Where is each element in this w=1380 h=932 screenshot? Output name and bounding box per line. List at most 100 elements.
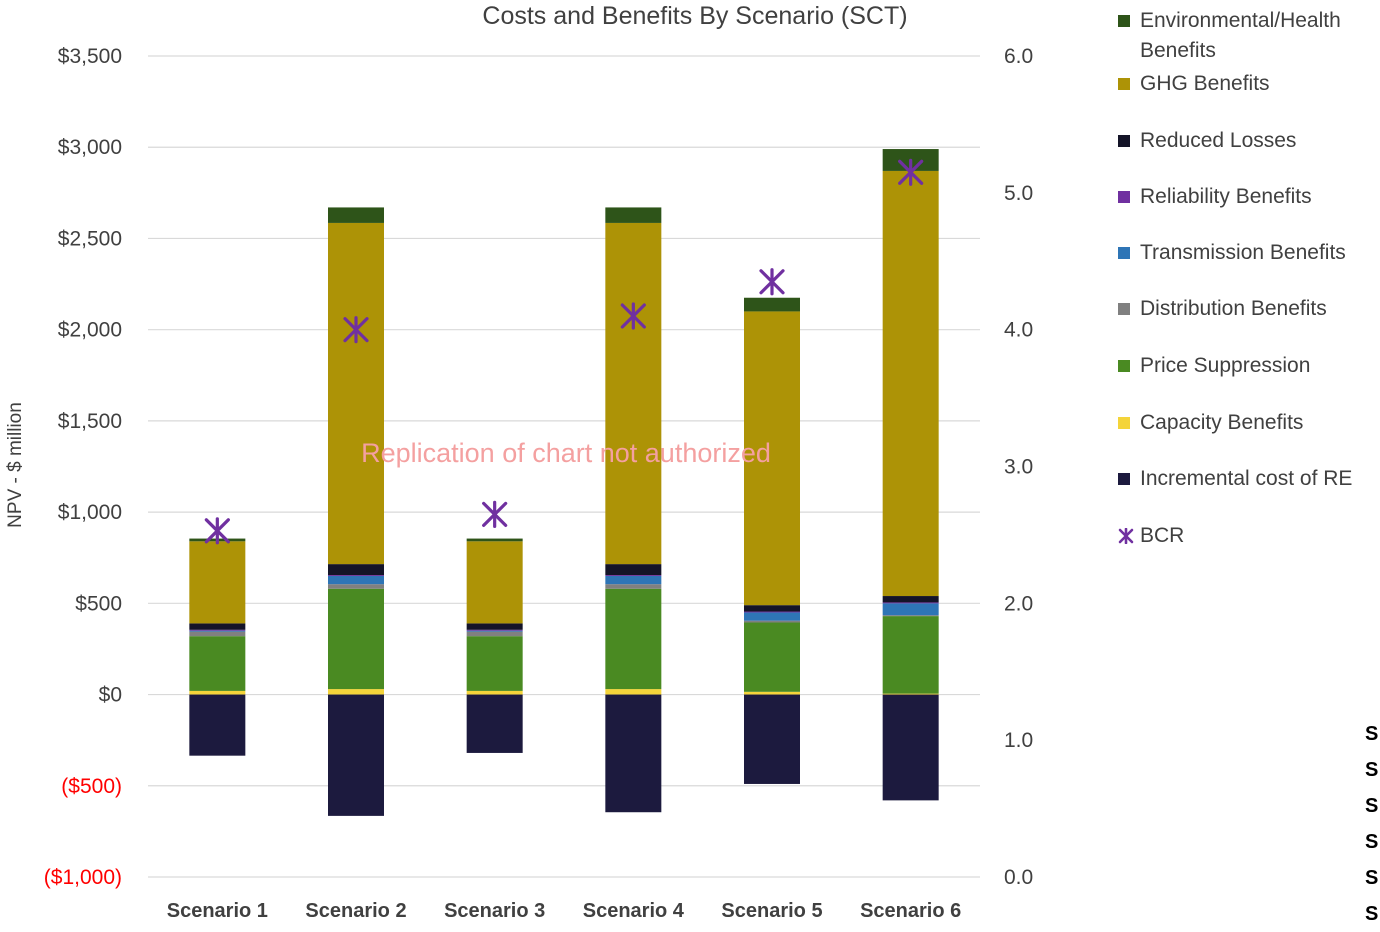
bar-segment [744,605,800,612]
bcr-markers [204,158,924,545]
bar-segment [605,222,662,565]
bar-segment [189,541,246,624]
y-tick-label: ($500) [61,775,122,798]
stray-letter: S [1365,723,1379,745]
bar-segment [328,694,384,816]
bar-segment [882,694,939,801]
x-category-label: Scenario 3 [444,900,545,922]
bar-segment [744,694,800,784]
y2-tick-label: 2.0 [1004,592,1033,615]
legend-swatch [1118,473,1130,485]
bar-segment [605,575,662,576]
bcr-marker [759,268,785,296]
legend-label: BCR [1140,524,1185,547]
legend-label: Capacity Benefits [1140,411,1304,434]
bar-segment [189,631,246,637]
legend-label: Reduced Losses [1140,129,1297,152]
y2-tick-label: 6.0 [1004,45,1033,68]
bar-segment [882,596,939,603]
stray-letter: S [1365,867,1379,889]
bar-segment [328,575,384,585]
bcr-marker [343,316,369,344]
bar-segment [328,207,384,223]
bar-segment [189,623,246,630]
bar-segment [189,636,246,691]
bar-segment [605,564,662,576]
y2-tick-label: 1.0 [1004,729,1033,752]
x-axis-categories: Scenario 1 Scenario 2 Scenario 3 Scenario 4… [167,900,962,922]
legend-swatch [1118,303,1130,315]
legend-item: BCR [1118,521,1184,551]
legend-item: Price Suppression [1118,351,1310,381]
bar-segment [189,630,246,632]
x-category-label: Scenario 1 [167,900,268,922]
bar-segment [605,689,662,695]
y-axis-ticks: ($1,000) ($500) $0 $500 $1,000 $1,500 $2,000 $2… [44,45,122,889]
bar-segment [882,615,939,617]
legend-swatch [1118,417,1130,429]
x-category-label: Scenario 4 [583,900,685,922]
x-category-label: Scenario 2 [305,900,406,922]
bar-segment [744,691,800,695]
legend-item: Reduced Losses [1118,126,1296,156]
y-tick-label: $3,500 [58,45,122,68]
bar-segment [605,588,662,690]
y-tick-label: $0 [99,684,122,707]
legend-item: GHG Benefits [1118,69,1270,99]
bar-segment [189,694,246,756]
bar-segment [744,612,800,621]
y-tick-label: ($1,000) [44,866,122,889]
bar-segment [744,611,800,613]
bar-segment [328,564,384,576]
bar-segment [605,694,662,813]
bar-segment [605,584,662,589]
bar-segment [466,636,523,691]
y-tick-label: $3,000 [58,136,122,159]
legend-label: Distribution Benefits [1140,297,1327,320]
bar-segment [466,690,523,695]
y-axis-label: NPV - $ million [5,402,26,528]
bcr-marker [204,517,230,545]
legend-item: Capacity Benefits [1118,408,1303,438]
bar-segment [328,575,384,576]
chart-title: Costs and Benefits By Scenario (SCT) [482,2,907,30]
legend-swatch [1118,191,1130,203]
bar-segment [882,616,939,694]
bars [189,149,939,816]
bar-segment [189,690,246,695]
bar-segment [744,620,800,623]
bar-segment [882,603,939,616]
legend-label: GHG Benefits [1140,72,1270,95]
y2-tick-label: 4.0 [1004,319,1033,342]
legend-item: Incremental cost of RE [1118,464,1352,494]
bar-segment [744,311,800,606]
bar-segment [466,629,523,631]
legend-item: Distribution Benefits [1118,294,1327,324]
stray-letter: S [1365,903,1379,925]
legend-swatch [1118,78,1130,90]
bar-segment [744,297,800,312]
bar-segment [328,222,384,565]
legend-label: Price Suppression [1140,354,1311,377]
y-tick-label: $2,000 [58,319,122,342]
bcr-marker [482,500,508,528]
legend-item: Reliability Benefits [1118,182,1312,212]
y-tick-label: $2,500 [58,227,122,250]
stray-letter: S [1365,831,1379,853]
y2-tick-label: 5.0 [1004,182,1033,205]
y-tick-label: $1,000 [58,501,122,524]
legend-swatch [1118,135,1130,147]
y-tick-label: $1,500 [58,410,122,433]
x-category-label: Scenario 6 [860,900,961,922]
legend-marker [1118,528,1134,544]
bar-segment [744,622,800,692]
legend-item: Transmission Benefits [1118,238,1346,268]
legend-swatch [1118,360,1130,372]
legend-swatch [1118,15,1130,27]
bar-segment [882,170,939,597]
bar-segment [466,623,523,630]
bar-segment [605,575,662,585]
legend-item: Environmental/Health Benefits [1118,6,1380,66]
bar-segment [466,538,523,542]
bar-segment [882,693,939,695]
